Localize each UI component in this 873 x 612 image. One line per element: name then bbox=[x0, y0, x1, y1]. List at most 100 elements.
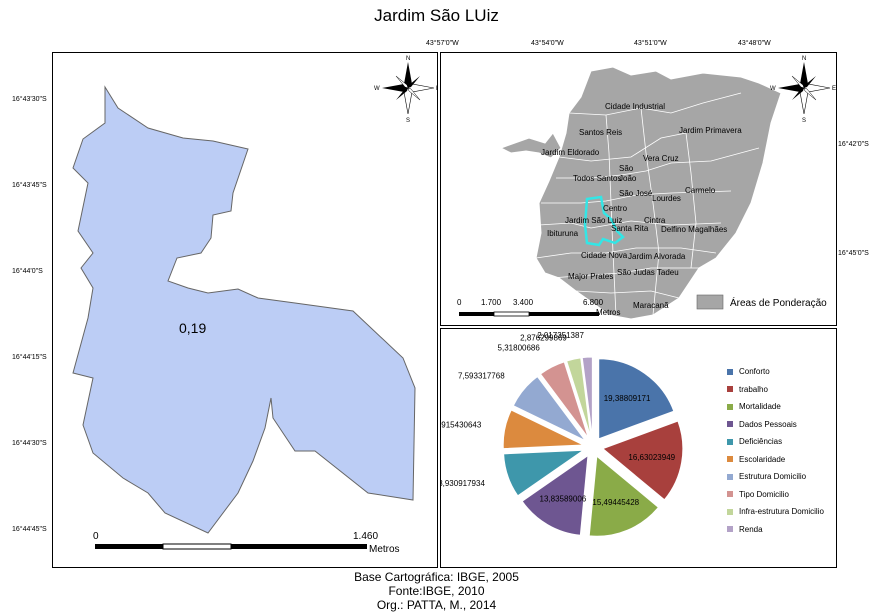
legend-item: Escolaridade bbox=[727, 455, 785, 464]
lat-label: 16°44'30"S bbox=[12, 440, 47, 447]
credit-line: Fonte:IBGE, 2010 bbox=[388, 584, 485, 598]
lat-label: 16°44'15"S bbox=[12, 354, 47, 361]
scale-tick: 0 bbox=[457, 298, 462, 307]
district-label: Cintra bbox=[644, 216, 666, 225]
legend-item: Infra-estrutura Domicilio bbox=[727, 507, 824, 516]
scale-end: 1.460 bbox=[353, 531, 378, 542]
pie-slice[interactable] bbox=[503, 449, 586, 497]
map-value-label: 0,19 bbox=[179, 320, 206, 336]
district-label: Delfino Magalhães bbox=[661, 225, 727, 234]
pie-data-label: 13,83589006 bbox=[540, 494, 587, 503]
legend-label: Deficiências bbox=[739, 437, 783, 446]
credit-line: Base Cartográfica: IBGE, 2005 bbox=[354, 570, 519, 584]
legend-item: Renda bbox=[727, 525, 763, 534]
lon-label: 43°57'0"W bbox=[426, 40, 459, 47]
jardim-sao-luiz-polygon[interactable] bbox=[72, 85, 416, 534]
district-label: Jardim Primavera bbox=[679, 126, 742, 135]
legend-swatch bbox=[727, 473, 733, 480]
pie-data-label: 2,017351387 bbox=[537, 331, 584, 340]
lon-label: 43°48'0"W bbox=[738, 40, 771, 47]
legend-item: Estrutura Domicilio bbox=[727, 472, 806, 481]
pie-data-label: 16,63023949 bbox=[628, 453, 675, 462]
compass-e: E bbox=[832, 86, 836, 92]
pie-data-label: 5,31800686 bbox=[498, 343, 541, 352]
compass-w: W bbox=[770, 86, 776, 92]
scale-start: 0 bbox=[93, 531, 99, 542]
inset-scale-bar: 0 1.700 3.400 6.800 Metros bbox=[457, 298, 620, 317]
lat-label: 16°42'0"S bbox=[838, 141, 869, 148]
legend-label: Escolaridade bbox=[739, 454, 786, 464]
pie-slice[interactable] bbox=[588, 455, 660, 537]
compass-s: S bbox=[802, 118, 806, 124]
main-scale-bar: 0 1.460 Metros bbox=[93, 531, 400, 555]
legend-label: Estrutura Domicilio bbox=[739, 472, 807, 481]
pie-slice[interactable] bbox=[502, 409, 584, 450]
district-label: Todos Santos bbox=[573, 174, 621, 183]
pie-slice[interactable] bbox=[601, 420, 684, 501]
district-label: Centro bbox=[603, 204, 628, 213]
pie-slice[interactable] bbox=[581, 356, 593, 438]
inset-map-frame: Cidade Industrial Santos Reis Jardim Pri… bbox=[440, 52, 837, 326]
legend-item: Mortalidade bbox=[727, 402, 781, 411]
pie-slice[interactable] bbox=[566, 357, 592, 438]
district-label: Maracanã bbox=[633, 301, 669, 310]
lat-label: 16°44'45"S bbox=[12, 526, 47, 533]
compass-e: E bbox=[436, 86, 437, 92]
jardim-sao-luiz-highlight[interactable] bbox=[583, 195, 625, 247]
scale-unit: Metros bbox=[369, 544, 400, 555]
legend-label: Áreas de Ponderação bbox=[730, 296, 827, 309]
district-label: Carmelo bbox=[685, 186, 716, 195]
legend-label: Renda bbox=[739, 524, 763, 534]
lat-label: 16°44'0"S bbox=[12, 268, 43, 275]
scale-tick: 1.700 bbox=[481, 298, 502, 307]
legend-swatch bbox=[727, 526, 733, 532]
district-label: Major Prates bbox=[568, 272, 613, 281]
legend-label: Mortalidade bbox=[739, 402, 781, 411]
pie-chart: 19,38809171 16,63023949 15,49445428 13,8358… bbox=[435, 331, 684, 537]
compass-n: N bbox=[802, 56, 806, 62]
district-label: Vera Cruz bbox=[643, 154, 679, 163]
legend-label: Conforto bbox=[739, 367, 770, 376]
compass-n: N bbox=[406, 56, 410, 62]
legend-swatch bbox=[727, 456, 733, 462]
scale-tick: 6.800 bbox=[583, 298, 604, 307]
pie-data-label: 7,593317768 bbox=[458, 372, 505, 381]
pie-data-label: 7,915430643 bbox=[441, 420, 482, 429]
district-label: São Judas Tadeu bbox=[617, 268, 679, 277]
lon-label: 43°54'0"W bbox=[531, 40, 564, 47]
pie-slice[interactable] bbox=[539, 361, 589, 439]
pie-slice[interactable] bbox=[512, 375, 586, 442]
district-label: João bbox=[619, 174, 637, 183]
legend-label: trabalho bbox=[739, 384, 768, 394]
compass-s: S bbox=[406, 118, 410, 124]
legend-label: Infra-estrutura Domicilio bbox=[739, 507, 824, 516]
north-arrow-icon: N S E W bbox=[770, 56, 836, 124]
credit-line: Org.: PATTA, M., 2014 bbox=[376, 598, 497, 612]
lat-label: 16°43'30"S bbox=[12, 96, 47, 103]
legend-swatch bbox=[727, 386, 733, 392]
compass-w: W bbox=[374, 86, 380, 92]
district-label: Jardim Alvorada bbox=[628, 252, 686, 261]
legend-item: Conforto bbox=[727, 367, 770, 376]
legend-item: Dados Pessoais bbox=[727, 420, 797, 429]
lon-label: 43°51'0"W bbox=[634, 40, 667, 47]
scale-tick: 3.400 bbox=[513, 298, 534, 307]
north-arrow-icon: N S E W bbox=[374, 56, 440, 124]
legend-item: Tipo Domicilio bbox=[727, 490, 789, 499]
pie-data-label: 2,876299869 bbox=[520, 334, 567, 343]
district-label: Jardim Eldorado bbox=[541, 148, 600, 157]
district-label: Lourdes bbox=[652, 194, 681, 203]
district-label: São José bbox=[619, 189, 653, 198]
lat-label: 16°45'0"S bbox=[838, 250, 869, 257]
pie-data-label: 8,930917934 bbox=[441, 479, 485, 488]
pie-chart-frame: 19,38809171 16,63023949 15,49445428 13,8358… bbox=[435, 328, 837, 568]
pie-slice[interactable] bbox=[598, 358, 675, 440]
scale-unit: Metros bbox=[596, 308, 620, 317]
inset-map: Cidade Industrial Santos Reis Jardim Pri… bbox=[457, 56, 836, 320]
pie-slice[interactable] bbox=[521, 454, 589, 536]
legend-swatch bbox=[727, 438, 733, 445]
legend-swatch bbox=[727, 491, 733, 497]
district-label: São bbox=[619, 164, 634, 173]
legend-label: Dados Pessoais bbox=[739, 419, 797, 429]
district-label: Cidade Nova bbox=[581, 251, 628, 260]
